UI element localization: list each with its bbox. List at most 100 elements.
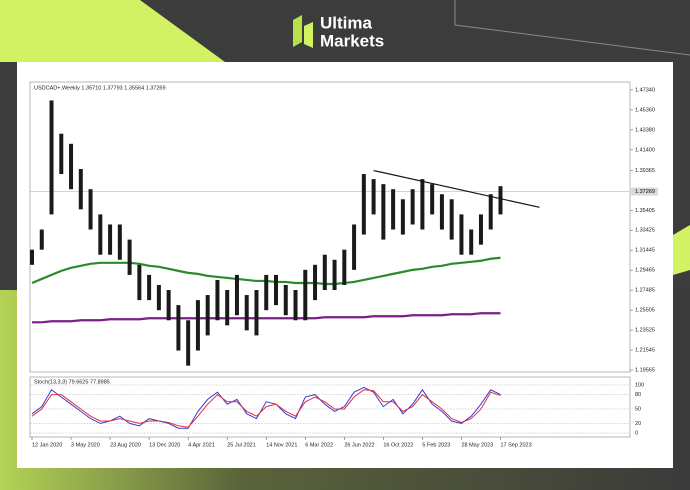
price-bar: [117, 224, 122, 260]
decor-line: [454, 0, 690, 56]
price-bar: [69, 143, 74, 190]
last-price-box: [631, 187, 658, 196]
price-bar: [469, 229, 474, 255]
x-tick-label: 6 Mar 2022: [305, 442, 333, 448]
x-tick-label: 28 May 2023: [461, 442, 493, 448]
price-bar: [166, 290, 171, 321]
brand-name: Markets: [320, 31, 384, 50]
price-bar: [49, 100, 54, 215]
price-bar: [293, 290, 298, 321]
x-tick-label: 25 Jul 2021: [227, 442, 255, 448]
y-tick-label: 1.21545: [635, 348, 655, 354]
y-tick-label: 0: [635, 430, 638, 436]
y-tick-label: 1.47340: [635, 87, 655, 93]
last-price-label: 1.37269: [635, 189, 655, 195]
y-tick-label: 80: [635, 392, 641, 398]
chart-title: USDCAD+,Weekly 1.35710 1.37793 1.35564 1…: [34, 85, 166, 91]
price-bar: [400, 199, 405, 235]
price-bar: [195, 300, 200, 351]
price-bar: [391, 189, 396, 230]
price-bar: [430, 184, 435, 215]
x-tick-label: 14 Nov 2021: [266, 442, 297, 448]
price-bar: [352, 224, 357, 270]
y-tick-label: 50: [635, 406, 641, 412]
price-bar: [39, 229, 44, 250]
price-bar: [420, 179, 425, 230]
y-tick-label: 1.31445: [635, 248, 655, 254]
price-bar: [234, 274, 239, 316]
price-bar: [137, 264, 142, 301]
x-tick-label: 13 Dec 2020: [149, 442, 180, 448]
y-tick-label: 1.43380: [635, 127, 655, 133]
accent-top: [0, 0, 225, 62]
logo-mark: [293, 15, 302, 47]
price-bar: [127, 239, 132, 275]
x-tick-label: 3 May 2020: [71, 442, 100, 448]
y-tick-label: 1.23525: [635, 328, 655, 334]
price-bar: [274, 274, 278, 306]
x-tick-label: 16 Oct 2022: [383, 442, 413, 448]
price-bar: [342, 249, 347, 285]
y-tick-label: 1.45360: [635, 107, 655, 113]
stoch-title: Stoch(13,3,3) 79.6625 77.8985: [34, 379, 110, 385]
x-tick-label: 26 Jun 2022: [344, 442, 374, 448]
price-bar: [381, 184, 386, 240]
y-tick-label: 1.27485: [635, 288, 655, 294]
price-bar: [498, 186, 503, 215]
x-tick-label: 5 Feb 2023: [422, 442, 450, 448]
price-bar: [361, 174, 366, 235]
price-bar: [410, 189, 415, 225]
price-bar: [332, 259, 337, 291]
accent-right: [673, 225, 690, 275]
y-tick-label: 1.29465: [635, 268, 655, 274]
price-bar: [322, 254, 327, 291]
y-tick-label: 1.19565: [635, 367, 655, 373]
price-bar: [313, 264, 318, 301]
price-bar: [303, 269, 308, 321]
price-bar: [59, 133, 64, 175]
price-bar: [254, 290, 259, 336]
line-series: [32, 312, 501, 324]
y-tick-label: 1.25505: [635, 308, 655, 314]
y-tick-label: 1.39365: [635, 168, 655, 174]
x-tick-label: 12 Jan 2020: [32, 442, 62, 448]
price-bar: [215, 279, 220, 321]
price-bar: [371, 179, 376, 215]
trendline: [373, 169, 540, 208]
price-bar: [205, 295, 210, 336]
price-bar: [30, 249, 34, 265]
price-bar: [186, 320, 191, 366]
y-tick-label: 1.41400: [635, 147, 655, 153]
price-bar: [264, 274, 269, 311]
price-bar: [488, 194, 493, 230]
price-bar: [449, 199, 454, 240]
price-bar: [98, 214, 103, 255]
price-panel: [29, 81, 631, 373]
y-tick-label: 100: [635, 382, 644, 388]
price-bar: [478, 214, 483, 245]
y-tick-label: 20: [635, 421, 641, 427]
price-bar: [283, 284, 288, 316]
x-tick-label: 23 Aug 2020: [110, 442, 141, 448]
x-tick-label: 17 Sep 2023: [500, 442, 531, 448]
y-tick-label: 1.35405: [635, 208, 655, 214]
price-bar: [78, 169, 83, 210]
price-bar: [459, 214, 464, 255]
price-bar: [156, 284, 161, 311]
price-bar: [88, 189, 93, 230]
plot: 1.47340 1.45360 1.43380 1.41400 1.39365 1.354…: [30, 87, 658, 448]
x-tick-label: 4 Apr 2021: [188, 442, 215, 448]
line-series: [31, 389, 501, 428]
price-bar: [176, 305, 181, 351]
price-bar: [108, 224, 113, 255]
price-bar: [225, 290, 230, 326]
logo: Ultima Markets: [293, 13, 384, 50]
logo-mark: [304, 22, 313, 48]
y-tick-label: 1.33425: [635, 228, 655, 234]
price-bar: [244, 295, 249, 331]
stoch-panel: [29, 376, 631, 438]
price-bar: [439, 194, 444, 230]
price-bar: [147, 274, 152, 301]
brand-name: Ultima: [320, 13, 373, 32]
